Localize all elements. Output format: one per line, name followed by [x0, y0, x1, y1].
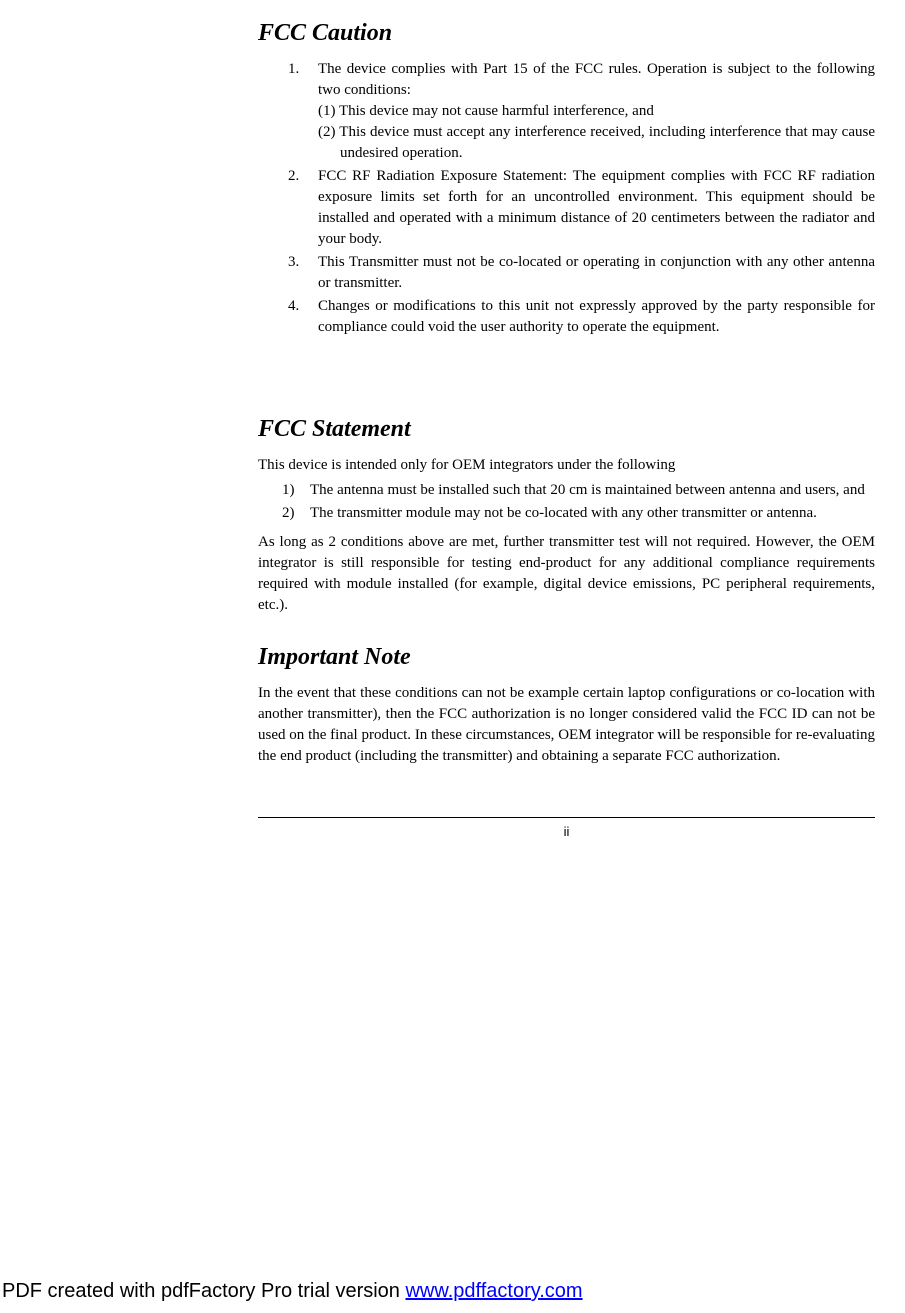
item-text: FCC RF Radiation Exposure Statement: The… — [318, 168, 875, 247]
fcc-caution-list: 1. The device complies with Part 15 of t… — [258, 59, 875, 338]
fcc-caution-heading: FCC Caution — [258, 20, 875, 47]
item-text: The antenna must be installed such that … — [310, 482, 865, 498]
item-text: Changes or modifications to this unit no… — [318, 298, 875, 335]
item-number: 1. — [288, 59, 299, 80]
statement-outro: As long as 2 conditions above are met, f… — [258, 532, 875, 616]
list-item: 2) The transmitter module may not be co-… — [282, 503, 875, 524]
statement-intro: This device is intended only for OEM int… — [258, 455, 875, 476]
important-note-heading: Important Note — [258, 644, 875, 671]
item-text: This Transmitter must not be co-located … — [318, 254, 875, 291]
item-number: 4. — [288, 296, 299, 317]
item-number: 1) — [282, 480, 295, 501]
footer-link[interactable]: www.pdffactory.com — [405, 1280, 582, 1302]
item-text: The device complies with Part 15 of the … — [318, 61, 875, 98]
list-item: 4. Changes or modifications to this unit… — [288, 296, 875, 338]
fcc-statement-list: 1) The antenna must be installed such th… — [258, 480, 875, 524]
item-text: The transmitter module may not be co-loc… — [310, 505, 817, 521]
important-note-text: In the event that these conditions can n… — [258, 683, 875, 767]
page-number: ii — [258, 824, 875, 839]
footer-prefix: PDF created with pdfFactory Pro trial ve… — [2, 1280, 405, 1302]
list-item: 1) The antenna must be installed such th… — [282, 480, 875, 501]
item-number: 2. — [288, 166, 299, 187]
list-item: 1. The device complies with Part 15 of t… — [288, 59, 875, 164]
item-subline: (2) This device must accept any interfer… — [318, 122, 875, 164]
item-subline: (1) This device may not cause harmful in… — [318, 101, 875, 122]
footer-rule — [258, 817, 875, 818]
fcc-statement-heading: FCC Statement — [258, 416, 875, 443]
page-content: FCC Caution 1. The device complies with … — [0, 0, 895, 839]
list-item: 2. FCC RF Radiation Exposure Statement: … — [288, 166, 875, 250]
item-number: 3. — [288, 252, 299, 273]
pdf-footer: PDF created with pdfFactory Pro trial ve… — [2, 1280, 583, 1303]
item-number: 2) — [282, 503, 295, 524]
list-item: 3. This Transmitter must not be co-locat… — [288, 252, 875, 294]
